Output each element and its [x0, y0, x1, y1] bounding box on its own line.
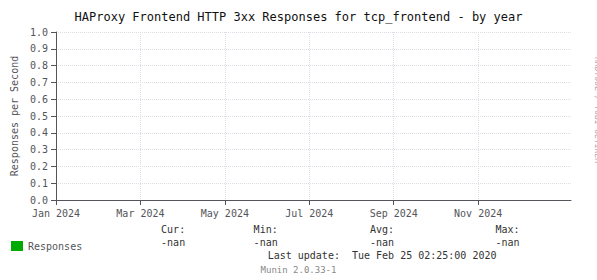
svg-text:-nan: -nan [495, 237, 519, 248]
svg-text:Munin 2.0.33-1: Munin 2.0.33-1 [261, 265, 337, 275]
svg-text:May 2024: May 2024 [201, 208, 249, 219]
svg-text:0.9: 0.9 [30, 43, 48, 54]
svg-text:1.0: 1.0 [30, 27, 48, 38]
svg-text:Jan 2024: Jan 2024 [32, 208, 80, 219]
svg-text:0.5: 0.5 [30, 111, 48, 122]
svg-text:RRDTOOL / TOBI OETIKER: RRDTOOL / TOBI OETIKER [593, 57, 597, 163]
svg-text:0.7: 0.7 [30, 77, 48, 88]
svg-text:Mar 2024: Mar 2024 [116, 208, 164, 219]
svg-text:Jul 2024: Jul 2024 [285, 208, 333, 219]
svg-text:-nan: -nan [370, 237, 394, 248]
svg-text:Nov 2024: Nov 2024 [454, 208, 502, 219]
svg-text:0.3: 0.3 [30, 144, 48, 155]
svg-text:Min:: Min: [254, 224, 278, 235]
svg-text:0.4: 0.4 [30, 127, 48, 138]
svg-text:HAProxy Frontend HTTP 3xx Resp: HAProxy Frontend HTTP 3xx Responses for … [75, 10, 523, 24]
svg-text:0.1: 0.1 [30, 178, 48, 189]
svg-text:0.6: 0.6 [30, 94, 48, 105]
svg-text:Responses: Responses [28, 241, 82, 252]
svg-text:Last update: Tue Feb 25 02:25: Last update: Tue Feb 25 02:25:00 2020 [268, 250, 497, 261]
svg-text:0.8: 0.8 [30, 60, 48, 71]
svg-text:Sep 2024: Sep 2024 [370, 208, 418, 219]
svg-text:Responses per Second: Responses per Second [9, 56, 20, 176]
svg-text:Cur:: Cur: [161, 224, 185, 235]
svg-text:-nan: -nan [254, 237, 278, 248]
svg-text:Avg:: Avg: [370, 224, 394, 235]
svg-text:0.2: 0.2 [30, 161, 48, 172]
svg-text:0.0: 0.0 [30, 195, 48, 206]
svg-text:-nan: -nan [161, 237, 185, 248]
svg-text:Max:: Max: [495, 224, 519, 235]
